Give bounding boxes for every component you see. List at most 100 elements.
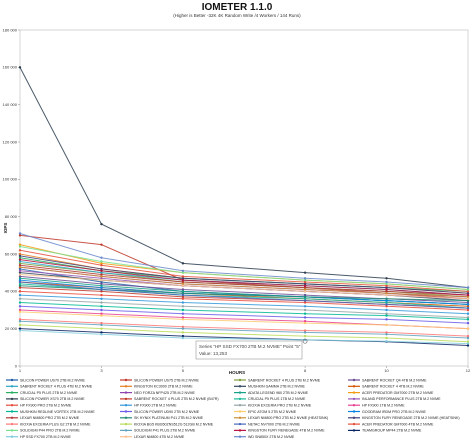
data-point (18, 293, 22, 297)
data-point (385, 286, 388, 289)
data-point (466, 321, 470, 325)
legend-label: LEXAR NM800 4TB M.2 NVME (134, 435, 185, 439)
legend-marker (124, 391, 128, 394)
legend-marker (124, 397, 128, 401)
x-tick-label: 8 (304, 368, 307, 373)
data-point (385, 314, 388, 317)
legend-marker (238, 391, 242, 394)
data-point (466, 344, 470, 347)
legend-marker (124, 435, 128, 438)
series-line (19, 302, 469, 320)
legend-item: SABRENT ROCKET 4 PLUS 2TB M.2 NVME (B47R… (120, 397, 219, 401)
data-point (18, 308, 22, 312)
data-point (303, 288, 307, 291)
legend-marker (10, 416, 14, 419)
data-point (303, 301, 307, 304)
legend-item: KIOXIA BG5 KBG50ZNS512G 512GB M.2 NVME (120, 422, 214, 426)
series-line (19, 249, 469, 292)
legend-marker (238, 429, 242, 432)
data-point (100, 282, 103, 286)
data-point (100, 262, 103, 265)
data-point (100, 327, 103, 330)
data-point (385, 336, 388, 340)
data-point (303, 316, 307, 319)
data-point (100, 269, 103, 272)
legend-marker (10, 422, 14, 426)
plot-border (19, 29, 469, 367)
data-point (385, 288, 388, 291)
series-line (19, 281, 469, 309)
legend-marker (10, 378, 14, 382)
data-point (181, 262, 185, 265)
series-17 (18, 293, 470, 315)
data-point (385, 308, 388, 312)
data-point (181, 297, 185, 300)
data-point (385, 277, 388, 280)
data-point (466, 303, 470, 306)
data-point (466, 297, 470, 300)
data-point (18, 264, 22, 267)
series-21 (18, 305, 470, 325)
legend-item: HP FX900 PRO 2TB M.2 NVME (6, 404, 72, 408)
series-33 (18, 320, 470, 340)
legend-label: LEXAR NM800 PRO 2TB M.2 NVME (HEATSINK) (248, 416, 328, 420)
data-point (100, 297, 103, 300)
chart-subtitle: (Higher is Better -32K 4K Random Write /… (173, 13, 301, 18)
data-point (18, 277, 22, 280)
legend-item: HP SSD FX700 2TB M.2 NVME (6, 435, 71, 439)
legend-label: SILICON POWER UD90 2TB M.2 NVME (134, 410, 200, 414)
data-point (181, 334, 185, 338)
series-line (19, 290, 469, 311)
data-point (181, 318, 185, 321)
legend-marker (124, 422, 128, 426)
legend-item: SABRENT ROCKET 4 4TB M.2 NVME (348, 385, 424, 389)
data-point (100, 333, 103, 336)
data-point (100, 273, 103, 276)
legend-item: MUSHKIN REDLINE VORTEX 2TB M.2 NVME (6, 410, 95, 414)
data-point (100, 301, 103, 304)
data-point (466, 292, 470, 295)
legend-item: SILICON POWER UD90 2TB M.2 NVME (120, 410, 200, 414)
data-point (466, 290, 470, 293)
chart-title: IOMETER 1.1.0 (202, 2, 273, 13)
legend-item: SOLIDIGM P44 PRO 2TB M.2 NVME (6, 429, 80, 433)
y-tick-label: 0 (15, 363, 18, 368)
series-12 (18, 66, 470, 289)
legend-item: KIOXIA EXCERIA PLUS G2 2TB M.2 NVME (6, 422, 91, 426)
legend-item: LEXAR NM800 PRO 2TB M.2 NVME (HEATSINK) (234, 416, 328, 420)
legend-item: KINGSTON FURY RENEGADE 4TB M.2 NVME (234, 429, 325, 433)
series-line (19, 320, 469, 339)
data-point (100, 277, 103, 280)
series-line (19, 328, 469, 346)
data-point (303, 277, 307, 280)
data-point (385, 292, 388, 295)
data-point (385, 284, 388, 287)
series-line (19, 274, 469, 300)
data-point (181, 293, 185, 297)
data-point (100, 256, 103, 259)
series-line (19, 246, 469, 290)
legend-item: INLAND PERFORMANCE PLUS 2TB M.2 NVME (348, 397, 441, 401)
data-point (181, 275, 185, 278)
legend-item: SABRENT ROCKET 4 PLUS 4TB M.2 NVME (6, 385, 93, 389)
legend-item: ACER PREDATOR GM7000 4TB M.2 NVME (348, 422, 434, 426)
legend-item: LEXAR NM800 PRO 2TB M.2 NVME (6, 416, 80, 420)
legend-label: CRUCIAL P5 PLUS 1TB M.2 NVME (248, 397, 306, 401)
series-32 (18, 245, 470, 291)
data-point (100, 290, 103, 293)
data-point (100, 275, 103, 278)
legend-label: ACER PREDATOR GM7000 2TB M.2 NVME (362, 391, 434, 395)
legend-label: CRUCIAL P5 PLUS 2TB M.2 NVME (20, 391, 78, 395)
series-20 (18, 301, 470, 321)
data-point (18, 267, 22, 271)
legend-marker (352, 416, 356, 419)
data-point (385, 323, 388, 327)
data-point (385, 333, 388, 336)
data-point (100, 288, 103, 291)
legend-label: ADATA LEGEND 960 2TB M.2 NVME (248, 391, 309, 395)
data-point (303, 293, 307, 297)
series-line (19, 324, 469, 343)
x-tick-label: 12 (466, 368, 471, 373)
data-point (466, 340, 470, 343)
legend-marker (124, 404, 128, 407)
